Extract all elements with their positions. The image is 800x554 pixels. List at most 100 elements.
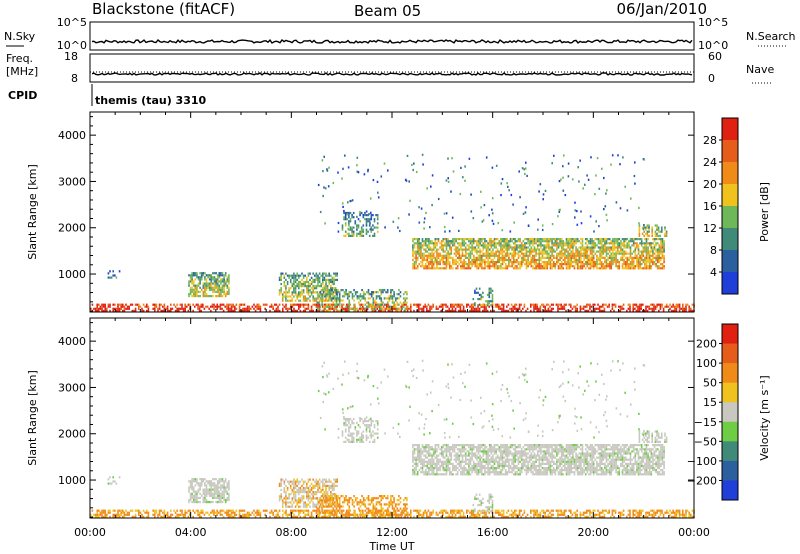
power-cell <box>387 303 390 306</box>
power-cell <box>645 226 647 229</box>
velocity-cell <box>507 515 510 518</box>
power-cell <box>468 263 470 266</box>
power-cell <box>199 272 201 275</box>
power-cell <box>624 267 627 270</box>
velocity-cell <box>248 515 250 518</box>
power-cell <box>549 261 552 264</box>
power-cell <box>423 265 425 268</box>
power-cell <box>337 221 340 225</box>
velocity-cell <box>202 511 204 514</box>
power-cell <box>163 309 166 312</box>
power-cell <box>603 208 605 211</box>
velocity-cell <box>563 509 566 512</box>
power-cell <box>182 307 185 310</box>
velocity-cell <box>509 513 511 516</box>
power-cell <box>612 244 614 247</box>
power-cell <box>393 303 395 306</box>
velocity-cell <box>188 498 190 502</box>
power-cell <box>592 250 595 253</box>
power-cell <box>207 282 209 285</box>
power-cell <box>413 303 415 306</box>
power-cell <box>424 244 427 247</box>
power-cell <box>584 309 586 312</box>
power-cell <box>650 267 653 270</box>
power-cell <box>174 305 177 308</box>
power-cell <box>335 303 338 306</box>
power-cell <box>459 309 462 312</box>
power-cell <box>548 254 550 257</box>
power-cell <box>425 211 427 214</box>
power-cell <box>248 305 250 308</box>
power-cell <box>93 307 95 310</box>
power-cell <box>568 254 571 257</box>
power-cell <box>654 305 657 308</box>
velocity-cell <box>426 511 428 514</box>
power-cell <box>420 252 422 255</box>
power-cell <box>620 242 622 245</box>
velocity-cell <box>219 511 222 514</box>
velocity-cell <box>462 515 465 518</box>
power-cell <box>293 287 295 290</box>
power-cell <box>318 295 320 298</box>
power-cell <box>289 299 292 302</box>
power-cell <box>436 250 438 253</box>
velocity-cell <box>114 480 116 483</box>
power-cell <box>283 285 286 288</box>
power-cell <box>658 309 660 312</box>
power-cell <box>639 258 641 262</box>
power-cell <box>578 180 580 183</box>
power-cell <box>485 261 488 264</box>
power-cell <box>595 307 598 310</box>
power-cell <box>568 238 571 241</box>
power-cell <box>472 238 475 241</box>
power-cell <box>326 278 329 281</box>
power-cell <box>512 309 514 312</box>
power-cell <box>323 272 326 275</box>
velocity-cell <box>216 509 218 512</box>
power-cell <box>327 293 330 296</box>
velocity-cell <box>552 513 554 516</box>
power-cell <box>138 303 140 306</box>
power-cell <box>484 254 486 257</box>
power-cell <box>317 293 319 296</box>
power-cell <box>686 303 689 306</box>
power-cell <box>638 222 640 225</box>
power-cell <box>552 244 555 247</box>
power-cell <box>514 261 517 264</box>
velocity-cell <box>650 509 652 512</box>
power-cell <box>613 242 616 245</box>
velocity-cell <box>192 509 194 512</box>
power-cell <box>637 309 639 312</box>
power-cell <box>272 307 274 310</box>
power-cell <box>522 252 525 255</box>
power-cell <box>580 258 582 262</box>
power-cell <box>665 230 668 233</box>
power-cell <box>286 282 289 286</box>
power-cell <box>500 267 502 270</box>
power-cell <box>349 220 352 223</box>
power-cell <box>663 261 665 264</box>
power-cell <box>589 215 592 218</box>
power-cell <box>485 240 488 243</box>
power-cell <box>525 254 528 257</box>
velocity-cell <box>563 513 566 516</box>
velocity-cell <box>445 511 447 514</box>
power-cell <box>497 222 500 225</box>
velocity-cell <box>387 515 390 518</box>
power-cell <box>196 284 198 287</box>
power-cell <box>125 307 127 310</box>
power-cell <box>322 278 324 281</box>
velocity-cell <box>458 515 460 518</box>
power-cell <box>646 226 649 229</box>
velocity-cell <box>238 513 241 516</box>
power-cell <box>586 303 588 306</box>
power-cell <box>631 263 633 266</box>
power-cell <box>347 305 350 308</box>
power-cell <box>575 246 577 249</box>
power-cell <box>540 238 542 241</box>
power-cell <box>348 307 351 310</box>
power-cell <box>476 263 478 266</box>
power-cell <box>304 282 306 286</box>
power-cell <box>476 256 478 259</box>
power-cell <box>557 215 559 218</box>
